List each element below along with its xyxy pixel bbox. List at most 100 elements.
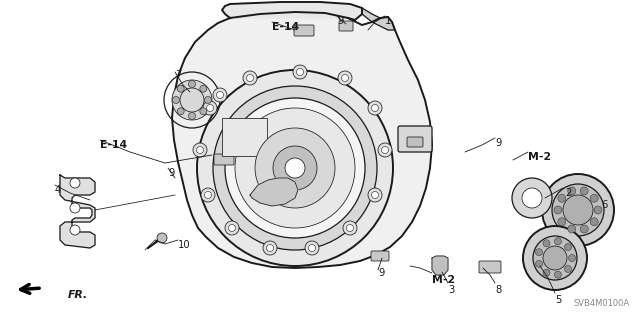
Polygon shape (432, 256, 448, 275)
Circle shape (225, 221, 239, 235)
Polygon shape (362, 8, 395, 30)
Circle shape (368, 188, 382, 202)
Circle shape (200, 108, 207, 115)
Circle shape (552, 184, 604, 236)
Circle shape (542, 174, 614, 246)
Circle shape (205, 97, 211, 103)
Circle shape (568, 225, 576, 233)
Circle shape (293, 65, 307, 79)
FancyBboxPatch shape (479, 261, 501, 273)
Circle shape (201, 188, 215, 202)
Circle shape (266, 244, 273, 251)
Circle shape (568, 255, 575, 262)
Circle shape (308, 244, 316, 251)
Text: 6: 6 (601, 200, 607, 210)
Circle shape (554, 206, 562, 214)
Circle shape (580, 187, 588, 195)
Circle shape (205, 191, 211, 198)
Circle shape (177, 85, 184, 92)
Circle shape (533, 236, 577, 280)
Circle shape (554, 238, 561, 245)
Circle shape (378, 143, 392, 157)
Text: E-14: E-14 (100, 140, 127, 150)
Text: M-2: M-2 (528, 152, 551, 162)
FancyBboxPatch shape (339, 21, 353, 31)
Circle shape (536, 260, 543, 267)
Circle shape (235, 108, 355, 228)
FancyBboxPatch shape (294, 25, 314, 36)
Circle shape (197, 70, 393, 266)
Circle shape (255, 128, 335, 208)
Circle shape (246, 75, 253, 81)
Circle shape (512, 178, 552, 218)
Circle shape (216, 92, 223, 99)
Circle shape (522, 188, 542, 208)
Text: 9: 9 (337, 16, 344, 26)
Circle shape (296, 69, 303, 76)
Text: 8: 8 (495, 285, 501, 295)
Circle shape (558, 218, 566, 226)
Circle shape (196, 146, 204, 153)
Circle shape (228, 225, 236, 232)
Text: 9: 9 (378, 268, 385, 278)
Polygon shape (60, 175, 95, 248)
FancyBboxPatch shape (222, 118, 267, 156)
Polygon shape (222, 2, 362, 20)
Circle shape (580, 225, 588, 233)
Polygon shape (250, 178, 298, 206)
Circle shape (189, 113, 195, 120)
Circle shape (243, 71, 257, 85)
Text: 3: 3 (448, 285, 454, 295)
Circle shape (558, 194, 566, 202)
Circle shape (590, 218, 598, 226)
FancyBboxPatch shape (214, 154, 234, 165)
Circle shape (305, 241, 319, 255)
Text: SVB4M0100A: SVB4M0100A (574, 299, 630, 308)
Circle shape (263, 241, 277, 255)
Circle shape (554, 271, 561, 278)
Text: 4: 4 (55, 185, 61, 195)
Polygon shape (172, 12, 432, 268)
FancyBboxPatch shape (407, 137, 423, 147)
Circle shape (213, 88, 227, 102)
Circle shape (346, 225, 353, 232)
Text: E-14: E-14 (272, 22, 299, 32)
Text: FR.: FR. (68, 290, 88, 300)
Circle shape (543, 246, 567, 270)
Circle shape (568, 187, 576, 195)
Text: 9: 9 (495, 138, 501, 148)
FancyBboxPatch shape (398, 126, 432, 152)
Circle shape (189, 80, 195, 87)
Circle shape (285, 158, 305, 178)
Circle shape (70, 178, 80, 188)
Circle shape (193, 143, 207, 157)
Circle shape (368, 101, 382, 115)
Text: 2: 2 (565, 188, 572, 198)
Circle shape (543, 269, 550, 276)
Circle shape (563, 195, 593, 225)
Circle shape (342, 75, 349, 81)
Circle shape (523, 226, 587, 290)
Circle shape (207, 105, 214, 112)
Circle shape (371, 191, 378, 198)
Circle shape (173, 97, 179, 103)
Circle shape (177, 108, 184, 115)
Circle shape (70, 203, 80, 213)
Text: 5: 5 (555, 295, 561, 305)
Text: 1: 1 (385, 16, 392, 26)
Circle shape (536, 249, 543, 256)
Circle shape (594, 206, 602, 214)
Circle shape (564, 244, 572, 250)
Text: 10: 10 (178, 240, 191, 250)
Circle shape (225, 98, 365, 238)
Circle shape (203, 101, 217, 115)
FancyBboxPatch shape (371, 251, 389, 261)
Text: M-2: M-2 (432, 275, 455, 285)
Circle shape (338, 71, 352, 85)
Circle shape (157, 233, 167, 243)
Circle shape (70, 225, 80, 235)
Circle shape (273, 146, 317, 190)
Circle shape (564, 265, 572, 272)
Text: 7: 7 (175, 70, 181, 80)
Circle shape (381, 146, 388, 153)
